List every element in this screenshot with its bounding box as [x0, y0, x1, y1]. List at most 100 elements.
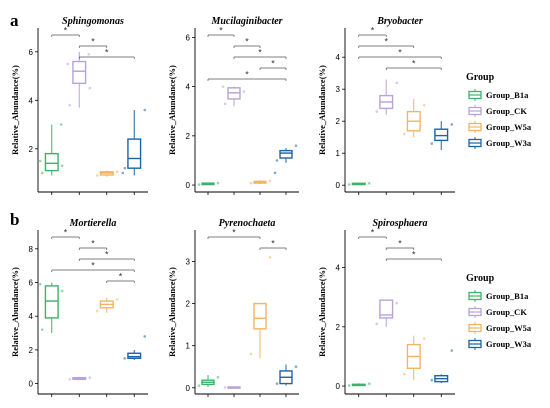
iqr-box: [44, 152, 59, 172]
box-group_w5a: [95, 170, 119, 177]
significance-label: *: [64, 26, 68, 36]
y-tick-label: 2: [186, 132, 191, 141]
y-axis-label: Relative_Abundance(%): [317, 65, 327, 155]
data-point: [88, 376, 92, 379]
y-tick-label: 0: [186, 384, 191, 393]
legend-label: Group_B1a: [486, 291, 529, 301]
significance-label: *: [258, 48, 262, 58]
significance-bracket: *: [78, 37, 108, 48]
legend-entry: Group_CK: [468, 105, 527, 117]
significance-bracket: *: [358, 37, 415, 48]
significance-label: *: [412, 250, 416, 260]
iqr-box: [72, 60, 87, 85]
significance-label: *: [271, 239, 275, 249]
significance-bracket: *: [78, 250, 135, 261]
panel-bryobacter: Bryobacter Relative_Abundance(%) 0 1 2 3 4 * * * *: [317, 16, 455, 195]
y-tick-label: 1: [186, 342, 191, 351]
significance-label: *: [105, 48, 109, 58]
data-point: [294, 144, 298, 147]
panel-mucilaginibacter: Mucilaginibacter Relative_Abundance(%) 0 2 4…: [167, 16, 299, 195]
significance-label: *: [105, 250, 109, 260]
significance-bracket: *: [207, 228, 261, 239]
y-tick-label: 4: [186, 83, 191, 92]
significance-label: *: [91, 239, 95, 249]
y-tick-label: 2: [336, 117, 341, 126]
data-point: [249, 181, 253, 185]
significance-bracket: *: [358, 48, 442, 59]
panel-letter-b: b: [10, 210, 19, 229]
data-point: [223, 386, 227, 389]
data-point: [40, 328, 44, 331]
data-point: [375, 110, 379, 113]
data-point: [450, 349, 454, 352]
y-tick-label: 6: [29, 279, 34, 288]
box-group_ck: [68, 376, 92, 381]
data-point: [275, 159, 279, 162]
data-point: [60, 164, 64, 168]
panel-title: Mucilaginibacter: [210, 16, 282, 27]
box-group_w3a: [121, 108, 147, 176]
legend-entry: Group_W3a: [468, 137, 532, 149]
significance-bracket: *: [385, 239, 415, 250]
significance-bracket: *: [51, 261, 135, 272]
data-point: [395, 301, 399, 305]
y-tick-label: 2: [29, 145, 34, 154]
y-tick-label: 0: [29, 380, 34, 389]
significance-bracket: *: [358, 26, 387, 37]
box-group_w3a: [273, 144, 298, 175]
significance-label: *: [64, 228, 68, 238]
y-tick-label: 6: [186, 33, 191, 42]
significance-label: *: [219, 26, 223, 36]
panel-spirosphaera: Spirosphaera Relative_Abundance(%) 0 2 4 * * *: [317, 218, 455, 397]
significance-bracket: *: [358, 228, 387, 239]
significance-label: *: [91, 37, 95, 47]
data-point: [143, 108, 147, 112]
data-point: [95, 309, 99, 313]
legend-label: Group_CK: [486, 307, 527, 317]
data-point: [121, 171, 125, 175]
y-axis-label: Relative_Abundance(%): [167, 65, 177, 155]
box-group_ck: [66, 51, 92, 108]
data-point: [273, 171, 277, 175]
box-group_ck: [375, 79, 399, 115]
iqr-box: [253, 302, 267, 330]
panel-title: Mortierella: [69, 218, 117, 229]
significance-label: *: [412, 59, 416, 69]
legend-entry: Group_B1a: [468, 89, 529, 101]
iqr-box: [379, 299, 394, 319]
data-point: [68, 378, 72, 381]
significance-label: *: [91, 261, 95, 271]
legend-entry: Group_B1a: [468, 290, 529, 302]
y-tick-label: 8: [29, 245, 34, 254]
significance-bracket: *: [233, 37, 261, 48]
iqr-box: [127, 138, 142, 169]
data-point: [294, 365, 298, 369]
data-point: [216, 181, 220, 185]
significance-label: *: [119, 272, 123, 282]
significance-bracket: *: [385, 250, 442, 261]
data-point: [197, 183, 201, 186]
data-point: [123, 166, 127, 170]
data-point: [450, 123, 454, 126]
data-point: [216, 375, 220, 379]
legend-entry: Group_W5a: [468, 121, 532, 133]
legend-label: Group_CK: [486, 106, 527, 116]
box-group_ck: [223, 386, 241, 389]
data-point: [422, 337, 426, 340]
data-point: [402, 132, 406, 136]
data-point: [60, 289, 64, 293]
y-axis-label: Relative_Abundance(%): [10, 267, 20, 357]
y-tick-label: 6: [29, 48, 34, 57]
data-point: [430, 142, 434, 145]
iqr-box: [434, 128, 449, 142]
significance-label: *: [232, 228, 236, 238]
significance-bracket: *: [259, 59, 287, 70]
significance-bracket: *: [207, 70, 287, 81]
legend-title: Group: [466, 273, 495, 284]
y-tick-label: 2: [29, 346, 34, 355]
data-point: [87, 52, 91, 56]
box-group_w5a: [95, 297, 119, 313]
y-tick-label: 0: [336, 382, 341, 391]
y-tick-label: 2: [336, 323, 341, 332]
data-point: [375, 322, 379, 326]
